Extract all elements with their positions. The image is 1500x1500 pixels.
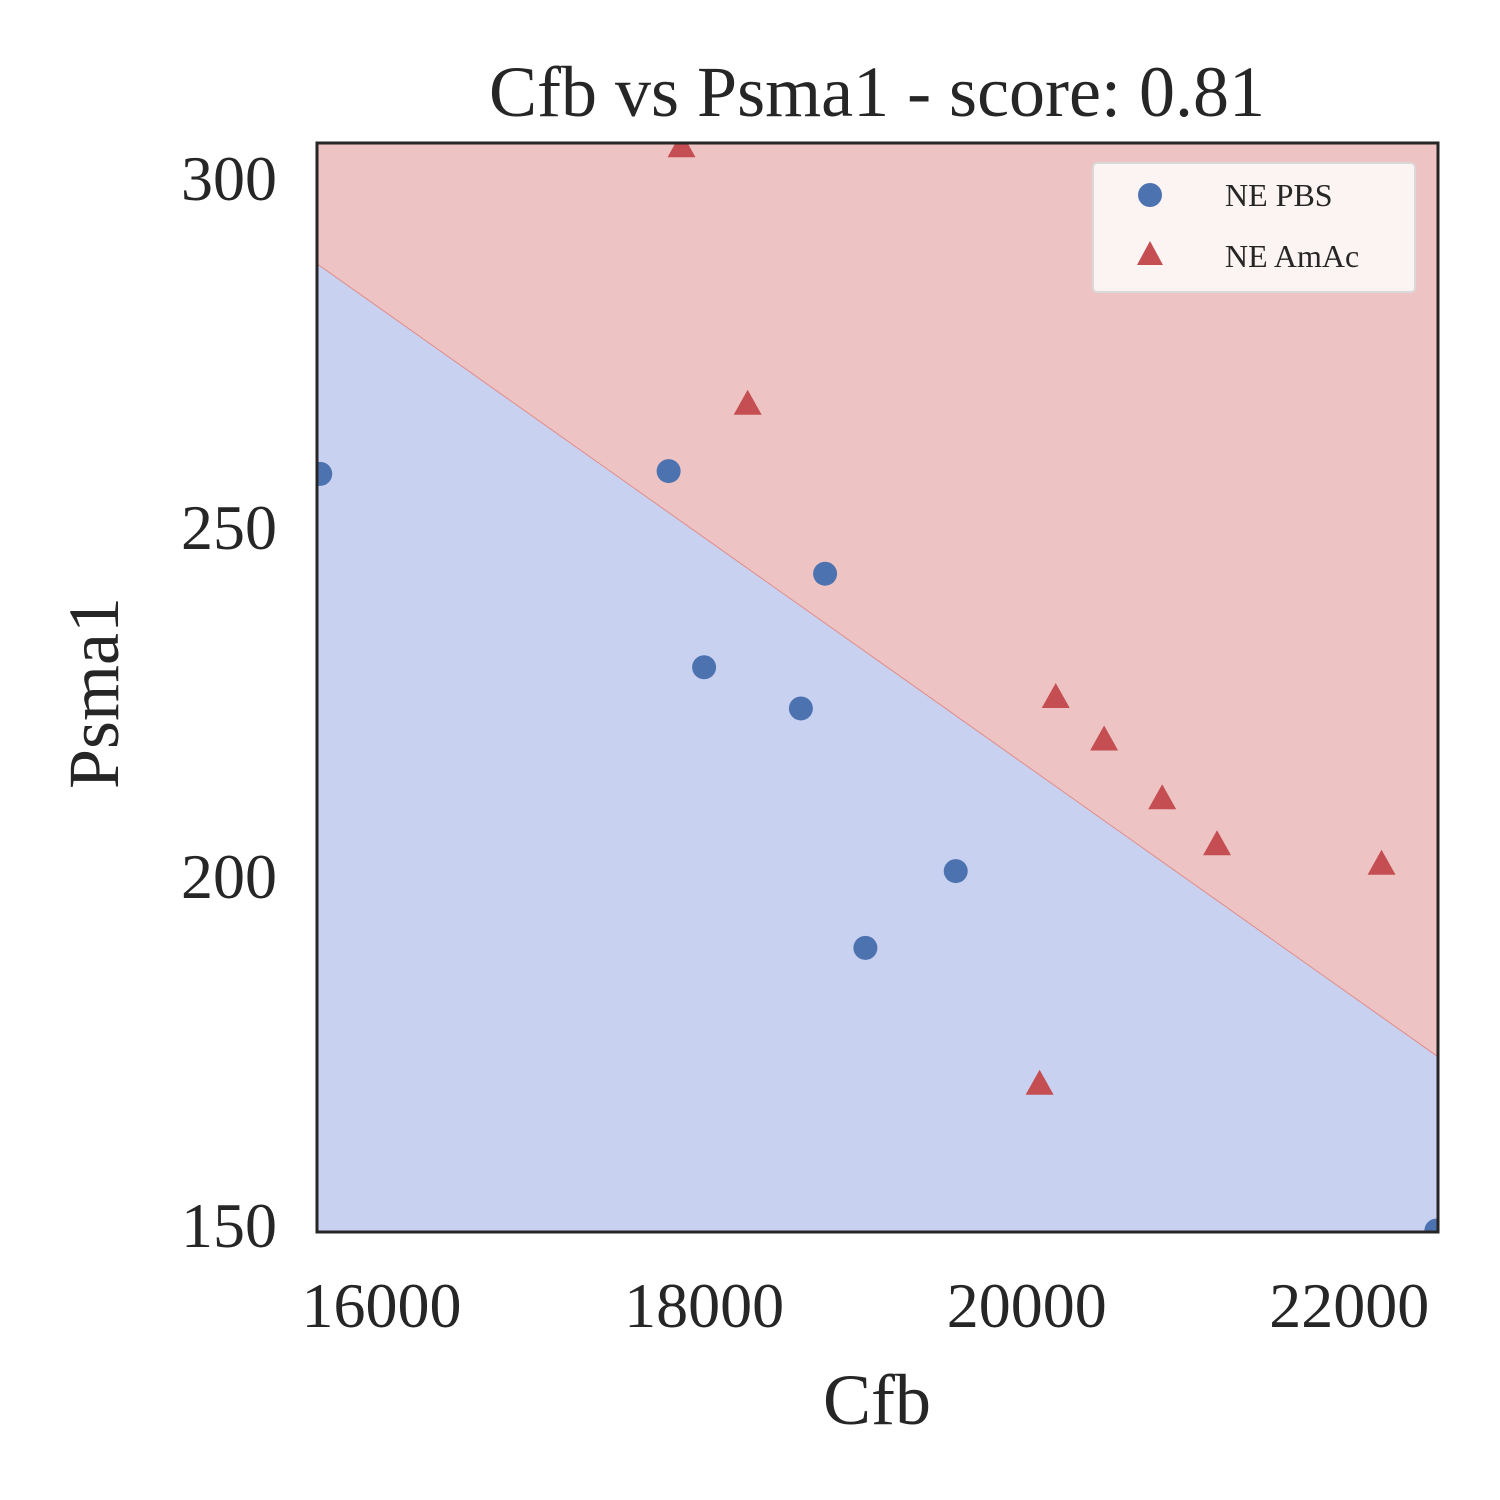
point-ne-amac-3 — [1041, 682, 1070, 708]
point-ne-amac-2 — [1025, 1069, 1054, 1095]
y-tick-label-0: 150 — [181, 1190, 277, 1261]
x-tick-label-3: 22000 — [1269, 1270, 1429, 1341]
x-tick-label-2: 20000 — [947, 1270, 1107, 1341]
x-tick-label-1: 18000 — [624, 1270, 784, 1341]
legend: NE PBS NE AmAc — [1092, 162, 1416, 293]
y-tick-label-3: 300 — [181, 143, 277, 214]
point-ne-pbs-6 — [943, 859, 968, 884]
point-ne-amac-0 — [667, 143, 696, 158]
region-ne-amac — [317, 143, 1438, 1057]
y-axis-label: Psma1 — [54, 597, 134, 789]
point-ne-pbs-3 — [788, 696, 813, 721]
chart-title: Cfb vs Psma1 - score: 0.81 — [489, 52, 1265, 132]
y-tick-label-2: 250 — [181, 492, 277, 563]
legend-marker-ne-pbs — [1138, 183, 1162, 207]
point-ne-pbs-0 — [317, 461, 333, 486]
legend-marker-ne-amac — [1137, 241, 1163, 265]
data-marks — [317, 143, 1438, 1232]
point-ne-pbs-5 — [853, 935, 878, 960]
point-ne-pbs-2 — [692, 655, 717, 680]
decision-regions — [317, 143, 1438, 1232]
point-ne-amac-7 — [1367, 849, 1396, 875]
legend-box — [1092, 162, 1416, 293]
legend-label-ne-pbs: NE PBS — [1225, 177, 1333, 213]
y-axis-ticks: 150 200 250 300 — [181, 143, 277, 1261]
point-ne-pbs-7 — [1424, 1218, 1438, 1232]
plot-frame — [315, 141, 1440, 1234]
legend-label-ne-amac: NE AmAc — [1225, 238, 1359, 274]
x-axis-ticks: 16000 18000 20000 22000 — [302, 1270, 1430, 1341]
point-ne-pbs-4 — [813, 561, 838, 586]
point-ne-pbs-1 — [656, 459, 681, 484]
point-ne-amac-6 — [1203, 830, 1232, 856]
region-ne-pbs — [317, 263, 1438, 1232]
point-ne-amac-4 — [1090, 725, 1119, 751]
x-tick-label-0: 16000 — [302, 1270, 462, 1341]
decision-boundary-line — [317, 263, 1438, 1058]
point-ne-amac-1 — [733, 389, 762, 415]
x-axis-label: Cfb — [823, 1360, 931, 1440]
point-ne-amac-5 — [1148, 784, 1177, 810]
y-tick-label-1: 200 — [181, 841, 277, 912]
